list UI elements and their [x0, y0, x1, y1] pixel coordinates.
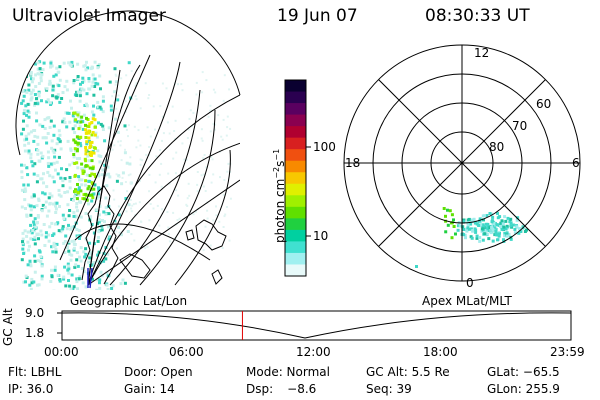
timeline-xtick-0000: 00:00	[44, 345, 79, 359]
status-mode: Mode: Normal	[246, 365, 330, 379]
timeline-ytick-1: 1.8	[25, 326, 45, 340]
status-gain: Gain: 14	[124, 382, 175, 396]
mlat-label-70: 70	[512, 119, 528, 133]
timeline-xtick-0600: 06:00	[169, 345, 204, 359]
mlat-label-60: 60	[536, 97, 552, 111]
timeline-xtick-2359: 23:59	[550, 345, 585, 359]
status-dsp: Dsp: −8.6	[246, 382, 317, 396]
timeline-ylabel: GC Alt	[1, 308, 15, 346]
polar-mlat-mlt-plot	[343, 44, 581, 282]
apex-label: Apex MLat/MLT	[422, 294, 512, 308]
altitude-curve	[61, 312, 572, 339]
timeline-xtick-1200: 12:00	[296, 345, 331, 359]
coastline-antarctica	[81, 185, 227, 285]
status-door: Door: Open	[124, 365, 193, 379]
status-ip: IP: 36.0	[8, 382, 54, 396]
altitude-timeline	[57, 310, 572, 341]
colorbar-unit-label: photon cm−2s−1	[272, 148, 287, 243]
timeline-xtick-1800: 18:00	[423, 345, 458, 359]
status-seq: Seq: 39	[366, 382, 412, 396]
status-glon: GLon: 255.9	[487, 382, 560, 396]
colorbar-tick-100: 100	[313, 140, 336, 154]
earth-limb	[15, 10, 241, 156]
status-gcalt: GC Alt: 5.5 Re	[366, 365, 450, 379]
aurora-emission-left	[20, 60, 232, 290]
mlt-label-6: 6	[572, 156, 580, 170]
satellite-track	[87, 267, 93, 289]
mlat-label-80: 80	[489, 140, 505, 154]
status-glat: GLat: −65.5	[487, 365, 560, 379]
geographic-label: Geographic Lat/Lon	[70, 294, 188, 308]
status-flt: Flt: LBHL	[8, 365, 62, 379]
mlt-label-12: 12	[474, 46, 490, 60]
timeline-ytick-9: 9.0	[25, 306, 45, 320]
mlt-label-18: 18	[345, 156, 361, 170]
time-label: 08:30:33 UT	[425, 6, 530, 26]
mlt-label-0: 0	[466, 276, 474, 290]
geographic-image	[15, 10, 241, 290]
date-label: 19 Jun 07	[277, 6, 358, 26]
colorbar	[284, 79, 311, 277]
aurora-emission-right	[415, 207, 528, 268]
colorbar-tick-10: 10	[313, 229, 329, 243]
